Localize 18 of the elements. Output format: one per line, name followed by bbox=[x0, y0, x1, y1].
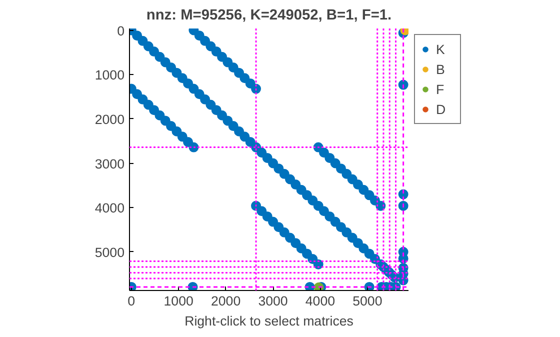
legend-label: K bbox=[436, 42, 446, 56]
y-tick-label: 5000 bbox=[94, 244, 125, 260]
x-axis-title: Right-click to select matrices bbox=[184, 314, 354, 328]
x-tick-label: 4000 bbox=[305, 294, 336, 308]
legend-label: D bbox=[436, 102, 447, 116]
y-tick-label: 0 bbox=[117, 23, 125, 38]
y-tick-label: 4000 bbox=[94, 200, 125, 216]
x-tick-label: 1000 bbox=[164, 294, 194, 308]
legend-label: F bbox=[436, 82, 446, 96]
y-tick-label: 2000 bbox=[94, 112, 125, 127]
x-tick-label: 5000 bbox=[352, 294, 382, 308]
chart-title: nnz: M=95256, K=249052, B=1, F=1. bbox=[146, 8, 392, 24]
x-tick-label: 0 bbox=[128, 294, 136, 308]
x-tick-label: 3000 bbox=[258, 294, 288, 308]
x-tick-label: 2000 bbox=[210, 294, 241, 308]
y-tick-label: 1000 bbox=[94, 68, 125, 83]
legend-label: B bbox=[436, 62, 446, 76]
y-tick-label: 3000 bbox=[94, 156, 125, 172]
